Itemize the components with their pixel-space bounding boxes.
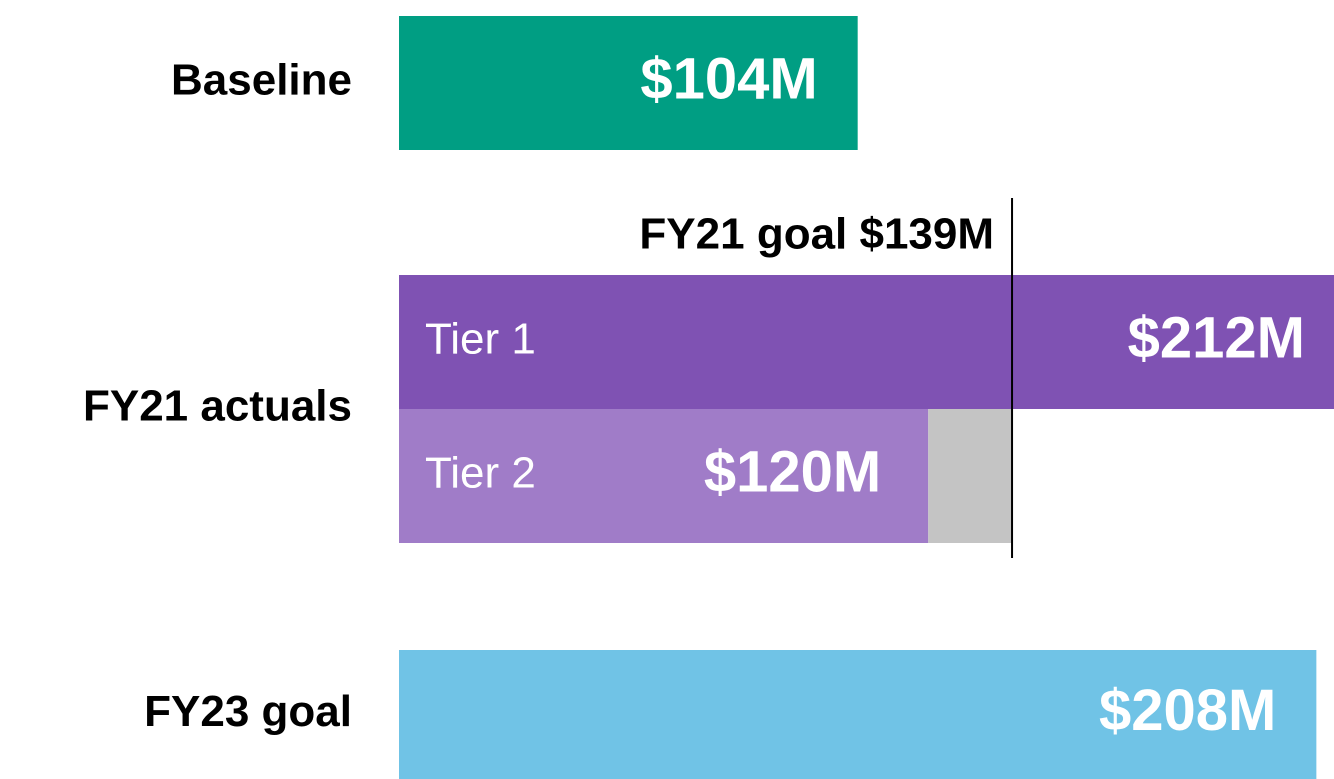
value-label: $212M: [1128, 305, 1305, 370]
value-label: $120M: [704, 439, 881, 504]
goal-gap: [928, 409, 1013, 543]
category-label: FY21 actuals: [83, 382, 352, 431]
value-label: $104M: [640, 46, 817, 111]
category-label: FY23 goal: [144, 687, 352, 736]
value-label: $208M: [1099, 678, 1276, 743]
goal-label: FY21 goal $139M: [639, 210, 994, 259]
bar: [399, 16, 858, 150]
bar-segment: [399, 275, 1334, 409]
bar: [399, 650, 1317, 779]
category-label: Baseline: [171, 56, 352, 105]
segment-label: Tier 2: [425, 449, 536, 498]
bar-segment: [399, 409, 929, 543]
segment-label: Tier 1: [425, 315, 536, 364]
